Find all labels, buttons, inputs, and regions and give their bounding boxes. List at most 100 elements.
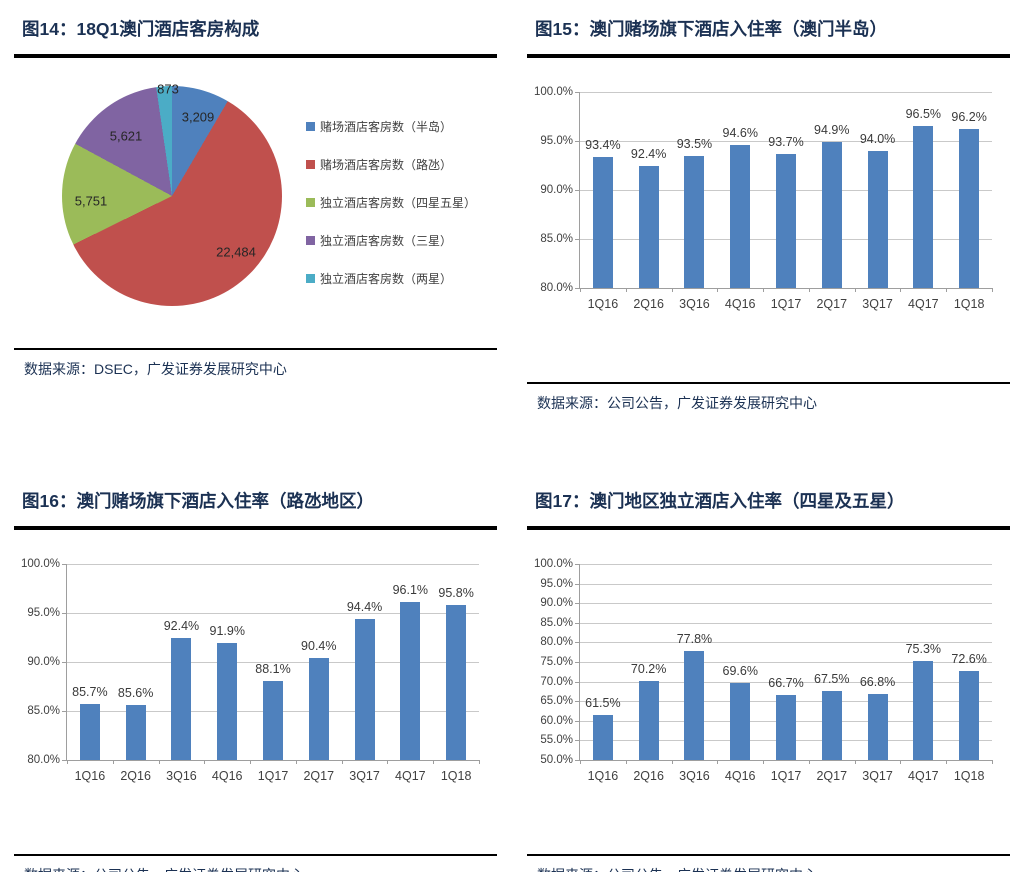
bar-value-label: 95.8% [438,586,474,601]
bar-1Q16 [592,156,613,288]
gridline [580,583,992,585]
legend-marker-icon [306,159,315,169]
y-axis-label: 95.0% [540,577,573,590]
x-axis-tick [295,760,297,764]
y-axis-label: 50.0% [540,754,573,766]
bar-value-label: 61.5% [585,695,621,710]
bar-1Q18 [959,671,980,760]
x-axis-label: 2Q16 [120,769,151,783]
bar-3Q16 [684,651,705,760]
title-rule [527,526,1010,530]
bar-value-label: 69.6% [722,664,758,679]
bar-1Q17 [776,153,796,288]
x-axis-tick [808,288,810,292]
figure-15-bar-chart: 100.0% 95.0% 90.0% 85.0% 80.0% 93.4% 1Q16 92.4%… [527,86,1010,382]
legend-label: 赌场酒店客房数（路氹） [320,157,453,172]
x-axis-tick [992,760,993,764]
bar-3Q17 [354,618,375,760]
x-axis-tick [341,760,343,764]
x-axis-tick [671,760,673,764]
x-axis-label: 1Q18 [953,297,985,311]
legend: 赌场酒店客房数（半岛） 赌场酒店客房数（路氹） 独立酒店客房数（四星五星） 独立酒店客… [306,119,476,309]
y-axis-label: 100.0% [533,558,573,570]
y-axis-label: 95.0% [27,607,60,619]
gridline [67,564,479,565]
bar-value-label: 94.0% [859,131,896,146]
legend-marker-icon [306,235,315,245]
y-axis-label: 100.0% [20,558,60,570]
x-axis-tick [625,288,627,292]
figure-17-title: 图17：澳门地区独立酒店入住率（四星及五星） [535,491,905,511]
bar-value-label: 94.9% [814,122,850,137]
x-axis-tick [717,760,719,764]
source-rule [14,348,497,350]
x-axis-label: 3Q17 [862,297,893,311]
bar-2Q16 [638,680,659,760]
y-axis-label: 70.0% [540,675,573,688]
legend-item: 赌场酒店客房数（半岛） [306,119,476,134]
source-rule [14,854,497,856]
plot-area: 100.0% 95.0% 90.0% 85.0% 80.0% 75.0% 70.0% 65.0… [534,558,993,783]
bar-value-label: 90.4% [301,639,337,654]
bar-value-label: 75.3% [905,641,942,656]
x-axis-tick [580,760,581,764]
y-axis-label: 90.0% [540,184,573,196]
legend-item: 赌场酒店客房数（路氹） [306,157,476,172]
bar-3Q17 [867,694,888,760]
legend-label: 独立酒店客房数（四星五星） [320,195,477,210]
legend-marker-icon [306,273,315,283]
x-axis-tick [946,288,948,292]
x-axis-label: 2Q17 [816,769,848,783]
bar-3Q17 [867,150,888,288]
pie-value-label: 22,484 [216,244,256,260]
y-axis-label: 80.0% [540,636,573,649]
y-axis-tick [575,603,580,605]
source-rule [527,382,1010,384]
y-axis-label: 60.0% [540,714,573,727]
legend-item: 独立酒店客房数（四星五星） [306,195,477,210]
bar-1Q18 [959,129,980,288]
x-axis-label: 2Q17 [816,297,848,311]
legend-marker-icon [306,121,315,131]
gridline [580,681,992,683]
bar-1Q16 [79,704,100,760]
gridline [67,662,479,663]
pie-value-label: 3,209 [181,109,215,125]
x-axis-label: 4Q17 [908,769,939,783]
x-axis-tick [204,760,206,764]
x-axis-tick [433,760,435,764]
x-axis-tick [250,760,252,764]
x-axis-label: 3Q16 [679,297,710,311]
y-axis-label: 85.0% [27,705,60,717]
legend-label: 独立酒店客房数（两星） [320,271,453,286]
figure-15-panel: 图15：澳门赌场旗下酒店入住率（澳门半岛） 100.0% 95.0% 90.0% 85… [527,12,1010,413]
figure-15-title: 图15：澳门赌场旗下酒店入住率（澳门半岛） [535,19,887,39]
pie-value-label: 5,621 [109,128,143,144]
figure-14-pie-chart: 3,209 22,484 5,751 5,621 873 赌场酒店客房数（半岛） 赌场酒店客… [14,58,497,348]
x-axis-tick [717,288,719,292]
bar-4Q16 [730,144,751,288]
x-axis-tick [854,760,856,764]
y-axis-tick [575,141,580,142]
title-rule [14,526,497,530]
x-axis-label: 1Q18 [953,769,985,783]
x-axis-label: 1Q16 [587,769,619,783]
y-axis-label: 55.0% [540,734,573,747]
bar-4Q16 [217,643,238,760]
x-axis-label: 1Q17 [770,769,802,783]
bar-value-label: 66.8% [859,675,896,690]
bar-value-label: 92.4% [163,619,200,634]
bar-2Q17 [308,658,329,760]
title-rule [527,54,1010,58]
x-axis-label: 4Q16 [724,297,756,311]
bar-value-label: 96.5% [905,107,942,122]
x-axis-label: 4Q16 [724,769,756,783]
bar-4Q17 [400,602,421,760]
figure-17-source: 数据来源：公司公告，广发证券发展研究中心 [527,856,1010,872]
figure-16-panel: 图16：澳门赌场旗下酒店入住率（路氹地区） 100.0% 95.0% 90.0% 85… [14,484,497,872]
x-axis-label: 2Q17 [303,769,335,783]
y-axis-tick [575,681,580,683]
y-axis-tick [575,92,580,93]
bar-value-label: 94.4% [346,599,383,614]
